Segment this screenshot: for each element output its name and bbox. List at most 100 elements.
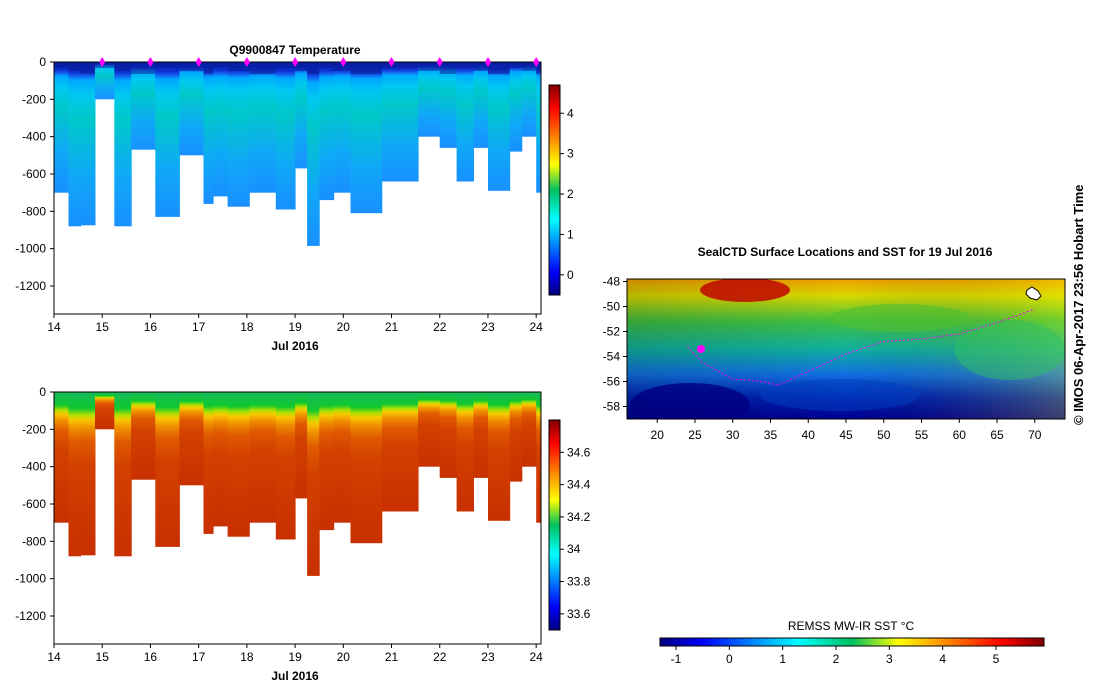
lat-tick-label: -48 <box>603 275 621 289</box>
surface-band <box>155 62 180 68</box>
lon-tick-label: 35 <box>764 428 778 442</box>
profile-column <box>131 392 156 480</box>
lon-tick-label: 40 <box>802 428 816 442</box>
top-y-axis: 0 -200 -400 -600 -800 -1000 -1200 <box>15 55 54 293</box>
profile-column <box>418 62 441 137</box>
profile-column <box>179 392 204 486</box>
sst-colorbar-tick-label: 4 <box>939 652 946 666</box>
map-lat-axis: -48 -50 -52 -54 -56 -58 <box>603 275 627 414</box>
surface-band <box>521 62 537 71</box>
profile-column <box>203 62 214 204</box>
x-tick-label: 15 <box>96 320 110 334</box>
y-tick-label: 0 <box>39 385 46 399</box>
y-tick-label: -800 <box>22 204 46 218</box>
surface-marker <box>147 57 154 67</box>
y-tick-label: 0 <box>39 55 46 69</box>
surface-band <box>179 62 204 71</box>
x-tick-label: 21 <box>385 650 399 664</box>
profile-column <box>456 392 474 512</box>
surface-band <box>295 62 308 71</box>
lat-tick-label: -52 <box>603 325 621 339</box>
bottom-colorbar-axis: 34.6 34.4 34.2 34 33.8 33.6 <box>560 445 591 621</box>
profile-column <box>509 62 523 152</box>
colorbar-tick-label: 1 <box>567 227 574 241</box>
x-tick-label: 16 <box>144 320 158 334</box>
colorbar-tick-label: 2 <box>567 187 574 201</box>
surface-band <box>439 62 458 74</box>
y-tick-label: -200 <box>22 422 46 436</box>
profile-column <box>155 392 180 547</box>
map-title: SealCTD Surface Locations and SST for 19… <box>698 245 993 259</box>
colorbar-tick-label: 34.2 <box>567 510 591 524</box>
lon-tick-label: 30 <box>726 428 740 442</box>
bottom-x-axis: 14 15 16 17 18 19 20 21 22 23 24 <box>47 644 543 664</box>
bottom-plot-frame <box>53 391 542 645</box>
x-tick-label: 24 <box>529 650 543 664</box>
sst-colorbar-tick-label: 3 <box>886 652 893 666</box>
surface-band <box>350 62 383 74</box>
surface-marker <box>436 57 443 67</box>
profile-column <box>227 392 250 537</box>
top-temperature-section <box>54 62 541 246</box>
x-tick-label: 19 <box>288 650 302 664</box>
x-tick-label: 18 <box>240 650 254 664</box>
lon-tick-label: 20 <box>651 428 665 442</box>
profile-column <box>536 62 541 193</box>
x-tick-label: 20 <box>337 650 351 664</box>
lon-tick-label: 25 <box>688 428 702 442</box>
y-tick-label: -600 <box>22 167 46 181</box>
profile-column <box>307 62 320 246</box>
top-title: Q9900847 Temperature <box>229 43 361 57</box>
x-tick-label: 21 <box>385 320 399 334</box>
colorbar-tick-label: 3 <box>567 147 574 161</box>
surface-band <box>203 62 214 74</box>
top-colorbar-axis: 4 3 2 1 0 <box>560 106 574 282</box>
lat-tick-label: -50 <box>603 300 621 314</box>
top-xlabel: Jul 2016 <box>271 339 319 353</box>
profile-column <box>68 62 82 227</box>
y-tick-label: -400 <box>22 130 46 144</box>
sst-colorbar-label: REMSS MW-IR SST °C <box>788 619 915 633</box>
profile-column <box>439 392 458 478</box>
lat-tick-label: -56 <box>603 375 621 389</box>
surface-band <box>227 62 250 71</box>
profile-column <box>439 62 458 148</box>
lon-tick-label: 60 <box>953 428 967 442</box>
profile-column <box>319 392 335 531</box>
surface-band <box>333 62 352 71</box>
y-tick-label: -1200 <box>15 279 46 293</box>
profile-column <box>68 392 82 557</box>
sst-colorbar-tick-label: 2 <box>833 652 840 666</box>
y-tick-label: -1200 <box>15 609 46 623</box>
lon-tick-label: 65 <box>990 428 1004 442</box>
surface-marker <box>340 57 347 67</box>
y-tick-label: -200 <box>22 92 46 106</box>
profile-column <box>456 62 474 182</box>
colorbar-tick-label: 33.6 <box>567 607 591 621</box>
surface-marker <box>485 57 491 67</box>
surface-location-marker <box>697 345 705 353</box>
profile-column <box>536 392 541 523</box>
sst-map <box>627 279 1065 419</box>
surface-band <box>418 62 441 71</box>
profile-column <box>114 62 132 227</box>
profile-column <box>307 392 320 576</box>
top-colorbar <box>548 84 561 296</box>
surface-band <box>381 62 419 68</box>
y-tick-label: -1000 <box>15 572 46 586</box>
sst-colorbar-tick-label: -1 <box>671 652 682 666</box>
surface-band <box>68 62 82 71</box>
sst-colorbar-axis: -1 0 1 2 3 4 5 <box>671 646 1000 666</box>
profile-column <box>80 392 96 556</box>
profile-column <box>95 62 115 100</box>
profile-column <box>275 62 296 210</box>
profile-column <box>54 62 69 193</box>
profile-column <box>227 62 250 207</box>
profile-column <box>509 392 523 482</box>
seal-track <box>687 308 1035 386</box>
map-lon-axis: 20 25 30 35 40 45 50 55 60 65 70 <box>651 419 1042 442</box>
profile-column <box>131 62 156 150</box>
x-tick-label: 14 <box>47 650 61 664</box>
profile-column <box>213 62 229 197</box>
imos-credit: © IMOS 06-Apr-2017 23:56 Hobart Time <box>1071 184 1086 425</box>
